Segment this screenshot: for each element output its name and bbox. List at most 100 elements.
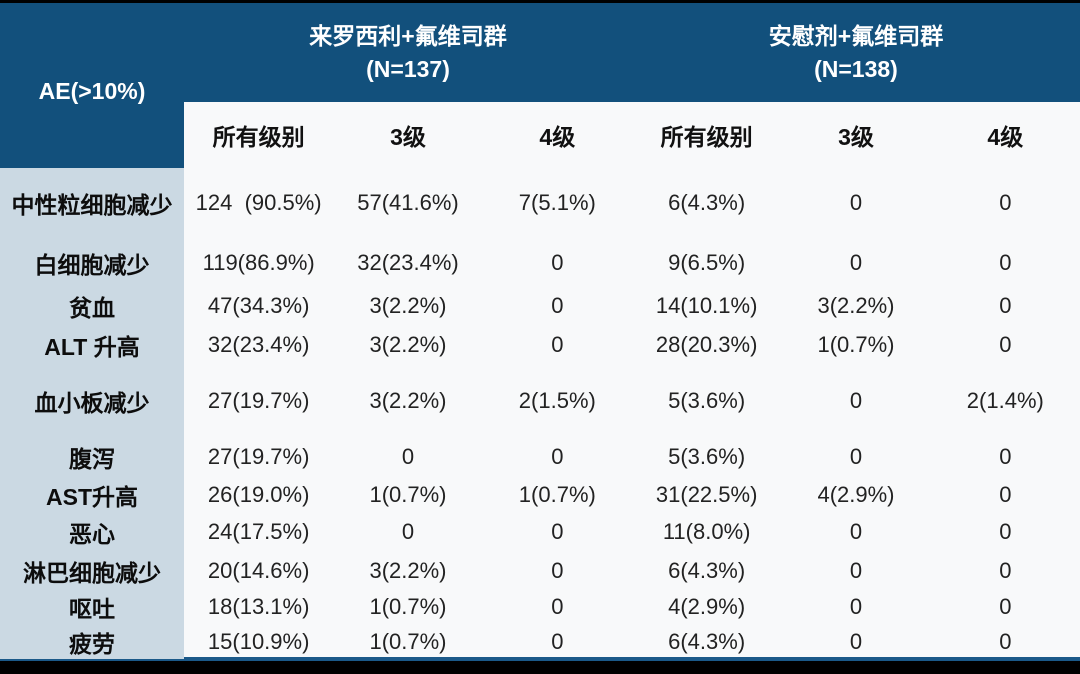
ae-value-cell: 28(20.3%) (655, 332, 758, 357)
subheader-all-grades-2: 所有级别 (631, 102, 782, 168)
ae-value-cell: 6(4.3%) (668, 190, 746, 215)
ae-value-cell: 31(22.5%) (655, 482, 758, 507)
ae-value-cell: 119(86.9%) (202, 250, 315, 275)
ae-value-cell: 27(19.7%) (207, 444, 310, 469)
ae-value-cell: 0 (999, 594, 1012, 619)
ae-value-cell: 0 (551, 293, 564, 318)
group-header-placebo-n: (N=138) (814, 55, 898, 82)
ae-value-cell: 11(8.0%) (662, 519, 751, 544)
ae-value-cell: 0 (551, 250, 564, 275)
ae-value-cell: 0 (999, 250, 1012, 275)
ae-row-label: 血小板减少 (0, 366, 184, 436)
ae-value-cell: 20(14.6%) (207, 557, 310, 583)
ae-value-cell: 26(19.0%) (207, 482, 310, 507)
table-body: 中性粒细胞减少 124 (90.5%) 57(41.6%) 7(5.1%) 6(4.3%… (0, 168, 1080, 659)
ae-value-cell: 0 (999, 519, 1012, 544)
ae-value-cell: 2(1.4%) (966, 388, 1044, 413)
ae-value-cell: 7(5.1%) (518, 190, 596, 215)
table-row: 呕吐 18(13.1%) 1(0.7%) 0 4(2.9%) 0 0 (0, 589, 1080, 625)
ae-value-cell: 1(0.7%) (518, 482, 596, 507)
ae-value-cell: 0 (849, 388, 863, 413)
ae-row-label: 中性粒细胞减少 (0, 168, 184, 238)
subheader-grade3-2: 3级 (781, 102, 931, 168)
ae-value-cell: 6(4.3%) (668, 557, 746, 583)
ae-value-cell: 0 (849, 519, 863, 544)
ae-value-cell: 4(2.9%) (668, 594, 746, 619)
table-row: 腹泻 27(19.7%) 0 0 5(3.6%) 0 0 (0, 436, 1080, 478)
ae-value-cell: 15(10.9%) (207, 629, 310, 654)
ae-value-cell: 5(3.6%) (668, 444, 746, 469)
ae-value-cell: 3(2.2%) (369, 388, 447, 413)
ae-value-cell: 0 (401, 519, 415, 544)
ae-row-label: 贫血 (0, 288, 184, 324)
ae-value-cell: 124 (90.5%) (195, 190, 322, 215)
ae-row-label: 淋巴细胞减少 (0, 552, 184, 589)
ae-value-cell: 0 (849, 250, 863, 275)
ae-value-cell: 0 (999, 629, 1012, 654)
adverse-events-table: AE(>10%) 来罗西利+氟维司群 (N=137) 安慰剂+氟维司群 (N=1… (0, 3, 1080, 661)
ae-value-cell: 0 (849, 594, 863, 619)
ae-value-cell: 0 (999, 444, 1012, 469)
table-row: 淋巴细胞减少 20(14.6%) 3(2.2%) 0 6(4.3%) 0 0 (0, 552, 1080, 589)
subheader-grade4-1: 4级 (482, 102, 632, 168)
ae-value-cell: 0 (551, 629, 564, 654)
ae-value-cell: 18(13.1%) (207, 594, 310, 619)
ae-value-cell: 0 (551, 557, 564, 583)
subheader-grade3-1: 3级 (333, 102, 483, 168)
ae-value-cell: 32(23.4%) (207, 332, 310, 357)
corner-header-ae: AE(>10%) (0, 3, 184, 168)
ae-value-cell: 1(0.7%) (817, 332, 895, 357)
ae-value-cell: 3(2.2%) (369, 557, 447, 583)
table-row: 中性粒细胞减少 124 (90.5%) 57(41.6%) 7(5.1%) 6(4.3%… (0, 168, 1080, 238)
ae-value-cell: 27(19.7%) (207, 388, 310, 413)
ae-value-cell: 2(1.5%) (518, 388, 596, 413)
ae-value-cell: 1(0.7%) (369, 629, 447, 654)
ae-row-label: ALT 升高 (0, 324, 184, 366)
ae-value-cell: 0 (401, 444, 415, 469)
group-header-treatment: 来罗西利+氟维司群 (N=137) (184, 3, 632, 102)
table-header: AE(>10%) 来罗西利+氟维司群 (N=137) 安慰剂+氟维司群 (N=1… (0, 3, 1080, 168)
ae-value-cell: 0 (999, 293, 1012, 318)
ae-value-cell: 0 (551, 519, 564, 544)
ae-value-cell: 32(23.4%) (357, 250, 459, 275)
ae-value-cell: 0 (999, 332, 1012, 357)
ae-row-label: 恶心 (0, 512, 184, 552)
ae-value-cell: 24(17.5%) (207, 519, 310, 544)
ae-value-cell: 4(2.9%) (817, 482, 895, 507)
top-border (0, 0, 1080, 3)
ae-value-cell: 3(2.2%) (369, 293, 447, 318)
ae-value-cell: 5(3.6%) (668, 388, 746, 413)
table-row: 白细胞减少 119(86.9%) 32(23.4%) 0 9(6.5%) 0 0 (0, 238, 1080, 288)
ae-value-cell: 47(34.3%) (207, 293, 310, 318)
group-header-placebo: 安慰剂+氟维司群 (N=138) (631, 3, 1080, 102)
ae-value-cell: 0 (849, 190, 863, 215)
table-row: 贫血 47(34.3%) 3(2.2%) 0 14(10.1%) 3(2.2%) 0 (0, 288, 1080, 324)
ae-value-cell: 0 (551, 444, 564, 469)
ae-value-cell: 14(10.1%) (655, 293, 758, 318)
ae-value-cell: 3(2.2%) (369, 332, 447, 357)
ae-row-label: 呕吐 (0, 589, 184, 625)
table-row: 血小板减少 27(19.7%) 3(2.2%) 2(1.5%) 5(3.6%) 0 2(1.… (0, 366, 1080, 436)
subheader-all-grades-1: 所有级别 (184, 102, 334, 168)
ae-value-cell: 57(41.6%) (357, 190, 459, 215)
ae-value-cell: 3(2.2%) (817, 293, 895, 318)
ae-value-cell: 0 (849, 557, 863, 583)
ae-value-cell: 1(0.7%) (369, 594, 447, 619)
ae-value-cell: 0 (999, 190, 1012, 215)
ae-value-cell: 0 (849, 629, 863, 654)
ae-value-cell: 0 (849, 444, 863, 469)
ae-row-label: 疲劳 (0, 625, 184, 659)
ae-value-cell: 0 (999, 482, 1012, 507)
ae-value-cell: 0 (551, 594, 564, 619)
group-header-treatment-name: 来罗西利+氟维司群 (309, 23, 507, 50)
group-header-treatment-n: (N=137) (366, 55, 450, 82)
table-row: 恶心 24(17.5%) 0 0 11(8.0%) 0 0 (0, 512, 1080, 552)
ae-value-cell: 0 (551, 332, 564, 357)
group-header-placebo-name: 安慰剂+氟维司群 (768, 23, 944, 50)
subheader-grade4-2: 4级 (930, 102, 1080, 168)
ae-value-cell: 1(0.7%) (369, 482, 447, 507)
ae-value-cell: 9(6.5%) (668, 250, 746, 275)
table-row: AST升高 26(19.0%) 1(0.7%) 1(0.7%) 31(22.5%) 4(2… (0, 478, 1080, 512)
ae-row-label: 白细胞减少 (0, 238, 184, 288)
bottom-border (0, 661, 1080, 674)
